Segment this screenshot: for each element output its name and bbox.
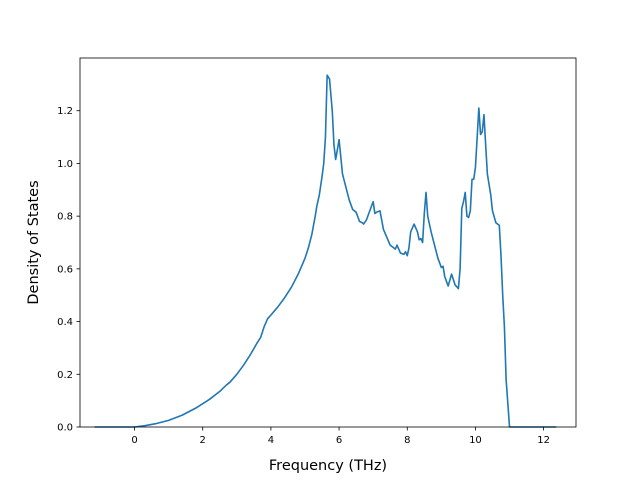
x-tick-label: 12 (537, 435, 550, 446)
x-tick-label: 4 (268, 435, 274, 446)
y-axis-ticks: 0.0 0.2 0.4 0.6 0.8 1.0 1.2 (57, 106, 80, 434)
y-tick-label: 0.8 (57, 212, 73, 223)
x-axis-ticks: 0 2 4 6 8 10 12 (131, 427, 550, 446)
y-tick-label: 0.6 (57, 264, 73, 275)
x-tick-label: 8 (404, 435, 410, 446)
x-tick-label: 2 (200, 435, 206, 446)
y-tick-label: 0.4 (57, 317, 73, 328)
plot-area (80, 58, 576, 427)
x-tick-label: 6 (336, 435, 342, 446)
plot-frame (79, 57, 577, 428)
x-axis-label: Frequency (THz) (269, 458, 387, 474)
y-axis-label: Density of States (26, 180, 42, 304)
y-tick-label: 1.2 (57, 106, 73, 117)
dos-curve (94, 74, 557, 428)
x-tick-label: 10 (469, 435, 482, 446)
y-tick-label: 0.0 (57, 423, 73, 434)
y-tick-label: 1.0 (57, 159, 73, 170)
y-tick-label: 0.2 (57, 370, 73, 381)
x-tick-label: 0 (131, 435, 137, 446)
